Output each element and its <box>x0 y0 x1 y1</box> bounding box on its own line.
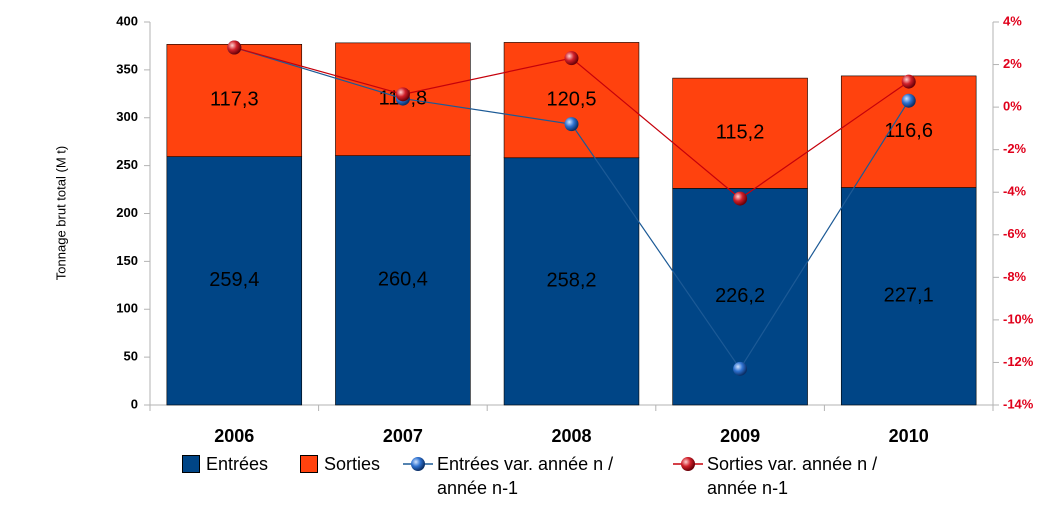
line-marker <box>733 361 748 376</box>
data-label: 227,1 <box>884 285 934 307</box>
line-marker <box>227 40 242 55</box>
legend: Entrées Sorties Entrées var. année n / ann… <box>182 452 901 500</box>
legend-item: Entrées var. année n / année n-1 <box>403 452 665 500</box>
y2-tick-label: -10% <box>1003 311 1034 326</box>
x-tick-label: 2007 <box>383 426 423 446</box>
bar <box>672 77 808 189</box>
legend-item: Sorties var. année n / année n-1 <box>673 452 893 500</box>
y2-tick-label: -14% <box>1003 396 1034 411</box>
legend-label: Sorties var. année n / année n-1 <box>707 454 878 498</box>
y2-tick-label: 2% <box>1003 56 1022 71</box>
legend-swatch <box>673 457 703 471</box>
bar <box>335 155 471 406</box>
x-tick-label: 2010 <box>889 426 929 446</box>
chart: Tonnage brut total (M t) 0 50 100 150 200 250… <box>53 13 1034 446</box>
bar <box>166 156 303 406</box>
x-tick-label: 2006 <box>214 426 254 446</box>
line-marker <box>564 51 579 66</box>
y-axis-label: Tonnage brut total (M t) <box>53 146 68 280</box>
legend-item: Entrées <box>182 452 292 476</box>
legend-marker <box>411 457 425 471</box>
data-label: 120,5 <box>546 88 596 110</box>
y-tick-label: 0 <box>131 396 138 411</box>
y-tick-label: 300 <box>116 109 138 124</box>
y-tick-label: 250 <box>116 157 138 172</box>
y2-tick-label: -6% <box>1003 226 1027 241</box>
y2-tick-label: -8% <box>1003 269 1027 284</box>
y-tick-label: 200 <box>116 205 138 220</box>
data-label: 117,3 <box>210 89 259 111</box>
y2-tick-label: 4% <box>1003 13 1022 28</box>
line-marker <box>564 117 579 132</box>
legend-item: Sorties <box>300 452 395 476</box>
legend-swatch <box>182 455 200 473</box>
legend-swatch <box>300 455 318 473</box>
data-label: 115,2 <box>716 122 765 144</box>
legend-label: Entrées var. année n / année n-1 <box>437 454 614 498</box>
data-label: 258,2 <box>546 270 596 292</box>
line-marker <box>901 74 916 89</box>
legend-marker <box>681 457 695 471</box>
data-label: 226,2 <box>715 285 765 307</box>
x-tick-label: 2009 <box>720 426 760 446</box>
y2-tick-label: 0% <box>1003 99 1022 114</box>
bar <box>503 157 640 406</box>
y-tick-label: 100 <box>116 301 138 316</box>
data-label: 260,4 <box>378 269 428 291</box>
line-marker <box>395 87 410 102</box>
bar <box>166 44 303 157</box>
y-tick-label: 50 <box>124 349 138 364</box>
x-tick-label: 2008 <box>551 426 591 446</box>
line-marker <box>733 191 748 206</box>
y2-tick-label: -12% <box>1003 354 1034 369</box>
legend-label: Sorties <box>324 454 381 474</box>
line-marker <box>901 93 916 108</box>
y2-tick-label: -2% <box>1003 141 1027 156</box>
legend-label: Entrées <box>206 454 269 474</box>
y-tick-label: 350 <box>116 61 138 76</box>
y2-tick-label: -4% <box>1003 184 1027 199</box>
legend-swatch <box>403 457 433 471</box>
data-label: 116,6 <box>884 120 933 142</box>
bar <box>840 187 977 406</box>
data-label: 259,4 <box>209 269 259 291</box>
y-tick-label: 150 <box>116 253 138 268</box>
y-tick-label: 400 <box>116 13 138 28</box>
